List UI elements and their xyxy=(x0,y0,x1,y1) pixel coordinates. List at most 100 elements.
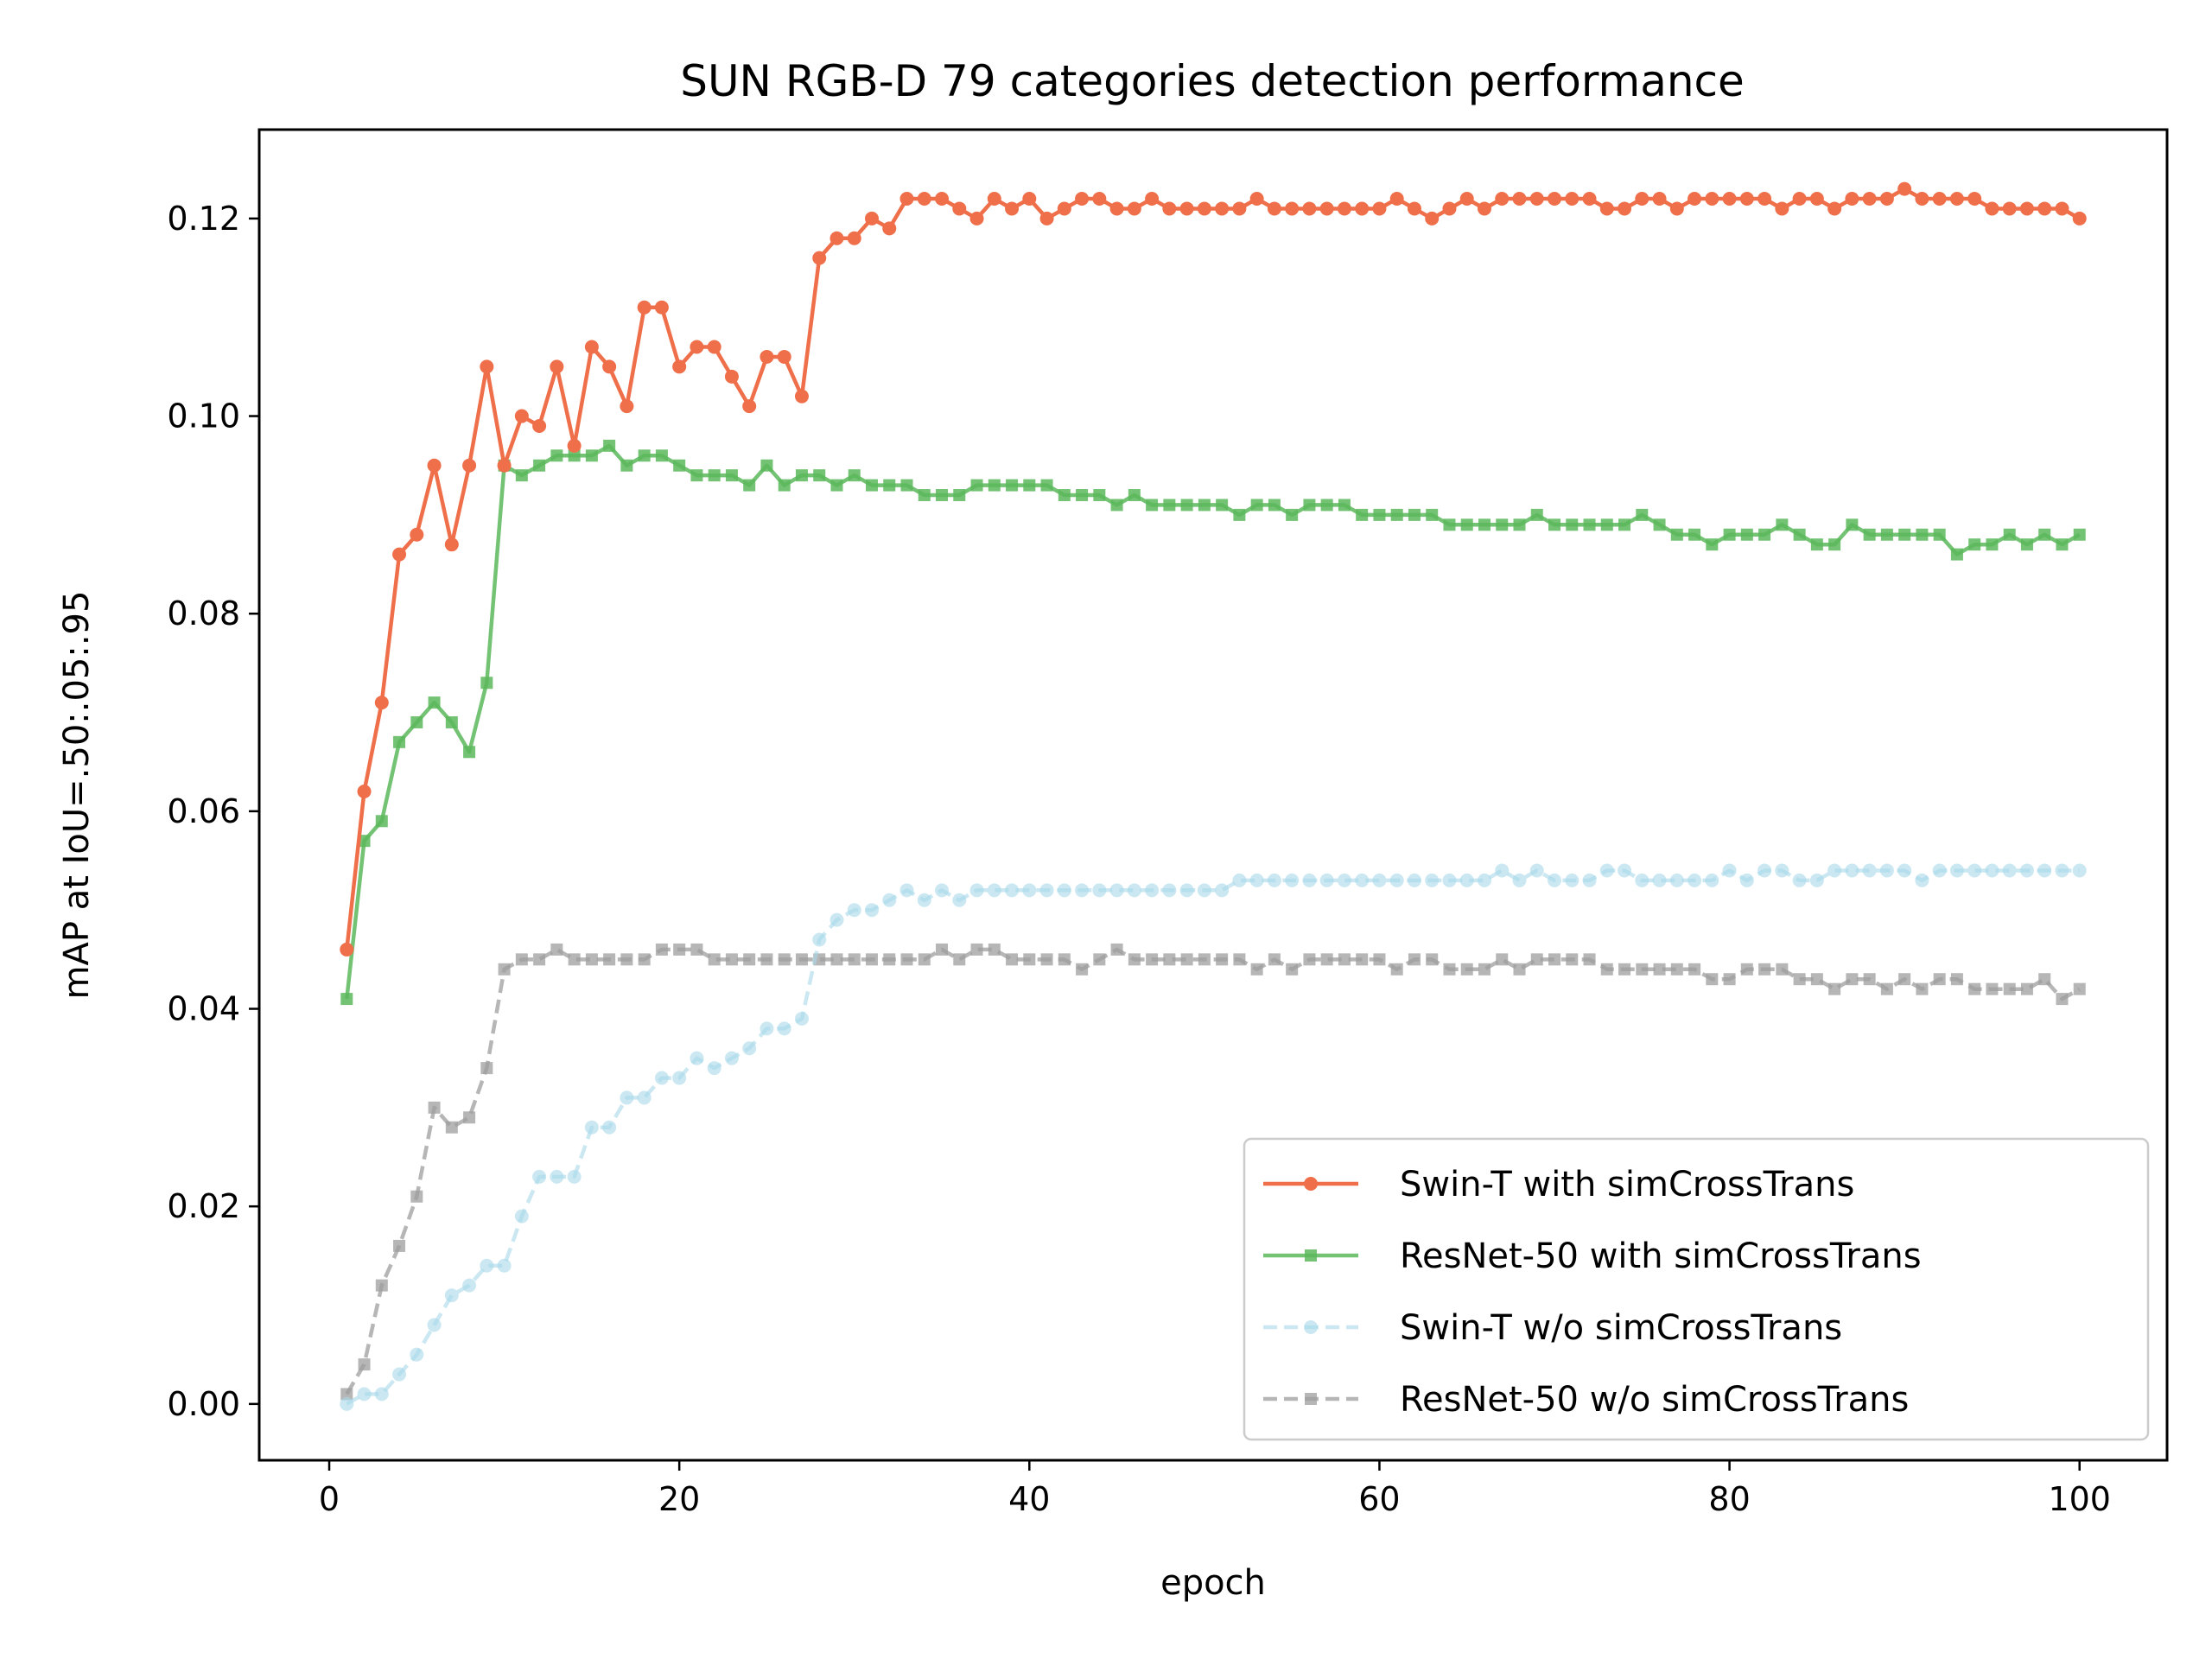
data-point xyxy=(550,943,563,956)
data-point xyxy=(1128,953,1141,966)
legend-label: Swin-T w/o simCrossTrans xyxy=(1400,1308,1842,1348)
legend-box xyxy=(1243,1137,2150,1441)
y-tick-label: 0.12 xyxy=(167,200,240,238)
data-point xyxy=(1548,873,1562,887)
data-point xyxy=(1670,528,1683,541)
data-point xyxy=(1897,863,1912,878)
data-point xyxy=(480,1062,493,1075)
data-point xyxy=(374,1387,389,1402)
data-point xyxy=(1109,883,1124,898)
data-point xyxy=(1372,873,1387,887)
data-point xyxy=(1092,883,1107,898)
data-point xyxy=(463,1111,476,1124)
data-point xyxy=(1828,982,1841,995)
data-point xyxy=(1460,963,1473,976)
data-point xyxy=(1180,499,1193,512)
data-point xyxy=(2019,201,2034,216)
data-point xyxy=(445,1121,458,1134)
data-point xyxy=(988,479,1001,492)
data-point xyxy=(1146,953,1159,966)
data-point xyxy=(760,953,773,966)
data-point xyxy=(1530,953,1543,966)
data-point xyxy=(1950,548,1963,561)
data-point xyxy=(1215,201,1230,216)
data-point xyxy=(794,1011,809,1026)
data-point xyxy=(760,459,773,472)
data-point xyxy=(899,192,914,207)
data-point xyxy=(1529,863,1544,878)
data-point xyxy=(357,784,372,798)
data-point xyxy=(2020,538,2033,551)
data-point xyxy=(1075,883,1090,898)
data-point xyxy=(1496,953,1509,966)
data-point xyxy=(1110,499,1123,512)
data-point xyxy=(830,479,843,492)
data-point xyxy=(1792,192,1807,207)
data-point xyxy=(1985,201,1999,216)
data-point xyxy=(1933,973,1946,986)
data-point xyxy=(1407,873,1421,887)
data-point xyxy=(1739,192,1754,207)
data-point xyxy=(1548,192,1562,207)
series-1 xyxy=(340,439,2086,1006)
data-point xyxy=(917,893,931,907)
data-point xyxy=(1146,499,1159,512)
data-point xyxy=(777,349,791,364)
data-point xyxy=(2055,863,2069,878)
data-point xyxy=(550,359,564,374)
data-point xyxy=(900,479,913,492)
data-point xyxy=(970,479,983,492)
data-point xyxy=(1286,963,1299,976)
data-point xyxy=(655,449,668,462)
data-point xyxy=(1793,973,1806,986)
data-point xyxy=(1460,518,1473,531)
data-point xyxy=(865,953,878,966)
data-point xyxy=(1425,211,1440,226)
data-point xyxy=(1670,963,1683,976)
data-point xyxy=(864,211,879,226)
data-point xyxy=(2073,982,2086,995)
data-point xyxy=(1967,192,1982,207)
data-point xyxy=(1985,863,1999,878)
data-point xyxy=(1179,201,1194,216)
data-point xyxy=(584,1120,599,1135)
data-point xyxy=(654,300,669,315)
data-point xyxy=(357,1387,372,1402)
data-point xyxy=(899,883,914,898)
data-point xyxy=(1320,499,1333,512)
data-point xyxy=(1529,192,1544,207)
data-point xyxy=(935,883,950,898)
data-point xyxy=(1863,973,1876,986)
data-point xyxy=(1355,873,1370,887)
data-point xyxy=(515,953,528,966)
data-point xyxy=(1356,953,1369,966)
data-point xyxy=(725,953,738,966)
data-point xyxy=(1916,528,1929,541)
data-point xyxy=(550,449,563,462)
data-point xyxy=(1145,192,1160,207)
data-point xyxy=(1827,201,1842,216)
data-point xyxy=(1898,528,1911,541)
data-point xyxy=(462,1278,477,1293)
data-point xyxy=(375,815,388,828)
data-point xyxy=(1478,518,1491,531)
data-point xyxy=(1740,528,1753,541)
data-point xyxy=(1459,192,1474,207)
data-point xyxy=(392,1367,407,1382)
data-point xyxy=(1442,201,1457,216)
data-point xyxy=(1513,518,1526,531)
x-axis-label: epoch xyxy=(1160,1563,1266,1603)
data-point xyxy=(393,1239,406,1252)
data-point xyxy=(1302,201,1317,216)
data-point xyxy=(987,192,1001,207)
data-point xyxy=(1389,873,1404,887)
data-point xyxy=(1669,201,1684,216)
x-axis: 0 20 40 60 80 100 xyxy=(319,1460,2111,1518)
data-point xyxy=(1356,508,1369,521)
data-point xyxy=(953,489,966,502)
data-point xyxy=(1023,479,1036,492)
data-point xyxy=(795,469,808,482)
data-point xyxy=(813,469,826,482)
data-point xyxy=(1950,973,1963,986)
data-point xyxy=(1583,953,1596,966)
